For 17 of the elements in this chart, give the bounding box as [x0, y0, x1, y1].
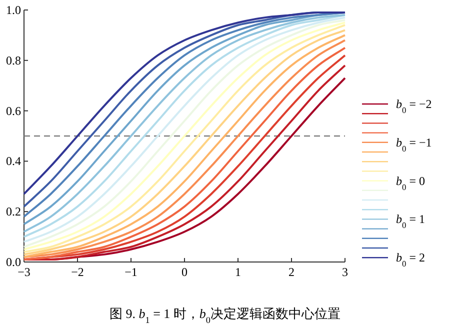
x-tick-label: 0: [182, 265, 188, 279]
x-tick-label: 1: [235, 265, 241, 279]
legend-label: b$_{0}$ = −2: [396, 97, 432, 114]
x-tick-label: 3: [342, 265, 348, 279]
text: 图 9. b$_{1}$ = 1 时，b$_{0}$决定逻辑函数中心位置: [110, 306, 340, 325]
y-tick-label: 0.8: [6, 53, 21, 68]
legend-label: b$_{0}$ = 0: [396, 174, 425, 192]
y-tick-label: 0.2: [6, 204, 21, 219]
y-tick-label: 1.0: [6, 3, 21, 17]
x-tick-label: −1: [124, 265, 138, 279]
x-tick-label: 2: [288, 265, 294, 279]
y-tick-label: 0.6: [6, 104, 21, 118]
x-tick-label: −2: [71, 265, 84, 279]
legend-label: b$_{0}$ = 2: [396, 250, 425, 268]
y-tick-label: 0.4: [6, 154, 21, 168]
legend-label: b$_{0}$ = −1: [396, 135, 432, 153]
legend-label: b$_{0}$ = 1: [396, 212, 425, 230]
